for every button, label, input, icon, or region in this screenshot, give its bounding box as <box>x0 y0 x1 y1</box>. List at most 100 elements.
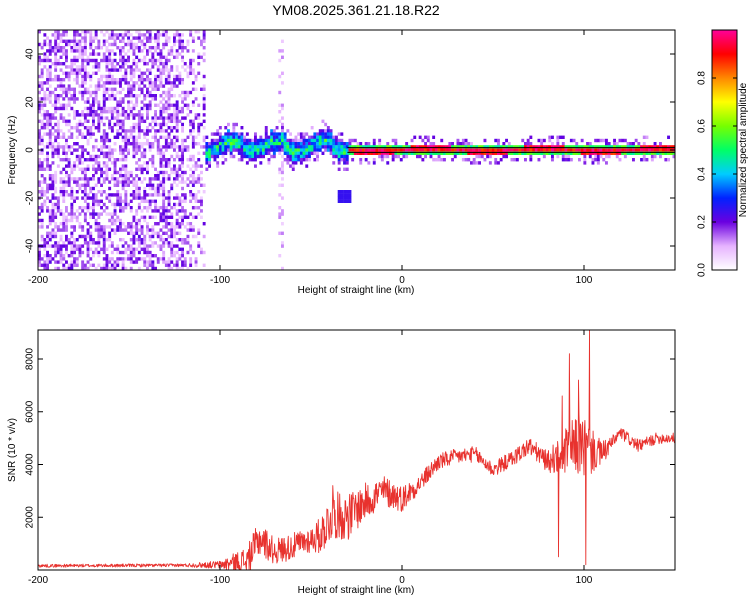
spectrogram-cell <box>499 158 503 162</box>
spectrogram-cell <box>140 164 144 168</box>
spectrogram-cell <box>135 238 139 242</box>
spectrogram-cell <box>159 161 163 165</box>
spectrogram-cell <box>89 225 93 229</box>
spectrogram-cell <box>94 30 98 34</box>
spectrogram-cell <box>148 106 152 111</box>
spectrogram-cell <box>43 254 47 258</box>
spectrogram-cell <box>270 135 274 139</box>
spectrogram-cell <box>175 110 179 114</box>
spectrogram-cell <box>40 238 44 242</box>
spectrogram-cell <box>146 263 149 267</box>
spectrogram-cell <box>97 100 101 104</box>
spectrogram-cell <box>556 151 560 155</box>
spectrogram-cell <box>121 113 125 117</box>
spectrogram-cell <box>310 138 314 143</box>
spectrogram-cell <box>561 148 565 152</box>
spectrogram-cell <box>102 257 106 261</box>
spectrogram-cell <box>181 260 184 264</box>
spectrogram-cell <box>78 177 82 181</box>
spectrogram-cell <box>645 158 649 162</box>
spectrogram-cell <box>159 148 163 152</box>
spectrogram-cell <box>56 228 60 232</box>
spectrogram-cell <box>618 145 622 149</box>
spectrogram-cell <box>175 129 179 133</box>
spectrogram-cell <box>140 71 144 75</box>
spectrogram-cell <box>137 241 141 245</box>
spectrogram-cell <box>124 174 128 178</box>
spectrogram-cell <box>92 263 95 267</box>
spectrogram-cell <box>129 206 133 210</box>
spectrogram-cell <box>197 177 201 181</box>
spectrogram-cell <box>108 94 112 98</box>
spectrogram-cell <box>321 119 325 123</box>
spectrogram-cell <box>278 148 282 152</box>
spectrogram-cell <box>62 103 66 107</box>
spectrogram-cell <box>124 241 128 245</box>
spectrogram-cell <box>65 39 68 43</box>
spectrogram-cell <box>94 113 98 117</box>
spectrogram-cell <box>108 36 112 40</box>
spectrogram-cell <box>337 132 341 136</box>
spectrogram-cell <box>38 119 41 123</box>
spectrogram-cell <box>337 167 341 171</box>
spectrogram-cell <box>129 110 133 114</box>
spectrogram-cell <box>159 257 163 261</box>
spectrogram-cell <box>121 87 125 91</box>
spectrogram-cell <box>170 206 174 210</box>
spectrogram-cell <box>202 190 206 194</box>
spectrogram-cell <box>159 215 163 219</box>
spectrogram-cell <box>164 65 168 69</box>
spectrogram-cell <box>148 158 152 162</box>
spectrogram-cell <box>137 196 141 200</box>
spectrogram-cell <box>127 58 130 63</box>
spectrogram-cell <box>335 145 338 149</box>
spectrogram-cell <box>545 151 549 155</box>
spectrogram-cell <box>146 62 149 66</box>
spectrogram-cell <box>40 222 44 226</box>
spectrogram-cell <box>410 151 414 155</box>
spectrogram-cell <box>159 116 163 120</box>
spectrogram-cell <box>564 154 568 159</box>
spectrogram-cell <box>102 132 106 136</box>
spectrogram-cell <box>343 190 346 194</box>
spectrogram-cell <box>154 209 157 213</box>
spectrogram-cell <box>321 129 325 133</box>
spectrogram-cell <box>345 199 349 203</box>
spectrogram-cell <box>148 100 152 104</box>
spectrogram-cell <box>40 84 44 88</box>
spectrogram-cell <box>151 177 155 181</box>
spectrogram-cell <box>248 145 252 149</box>
spectrogram-cell <box>86 193 90 197</box>
spectrogram-cell <box>167 202 171 207</box>
spectrogram-cell <box>572 145 576 149</box>
spectrogram-cell <box>326 148 330 152</box>
spectrogram-cell <box>105 62 109 66</box>
spectrogram-cell <box>213 154 217 159</box>
spectrogram-cell <box>175 183 179 187</box>
spectrogram-cell <box>92 52 95 56</box>
spectrogram-cell <box>453 145 457 149</box>
spectrogram-cell <box>294 148 298 152</box>
spectrogram-cell <box>181 145 184 149</box>
spectrogram-cell <box>324 138 328 143</box>
spectrogram-cell <box>86 30 90 34</box>
spectrogram-cell <box>183 238 187 242</box>
spectrogram-cell <box>140 106 144 111</box>
spectrogram-cell <box>164 135 168 139</box>
spectrogram-cell <box>102 170 106 175</box>
spectrogram-cell <box>110 250 114 255</box>
spectrogram-cell <box>229 148 233 152</box>
spectrogram-cell <box>89 132 93 136</box>
spectrogram-cell <box>216 138 220 143</box>
spectrogram-cell <box>159 94 163 98</box>
spectrogram-cell <box>173 250 176 255</box>
spectrogram-cell <box>70 132 74 136</box>
spectrogram-cell <box>119 145 122 149</box>
spectrogram-cell <box>537 148 541 152</box>
spectrogram-cell <box>132 145 136 149</box>
spectrogram-cell <box>240 142 244 146</box>
spectrogram-cell <box>154 135 157 139</box>
spectrogram-cell <box>378 148 382 152</box>
spectrogram-cell <box>137 94 141 98</box>
spectrogram-cell <box>599 151 603 155</box>
